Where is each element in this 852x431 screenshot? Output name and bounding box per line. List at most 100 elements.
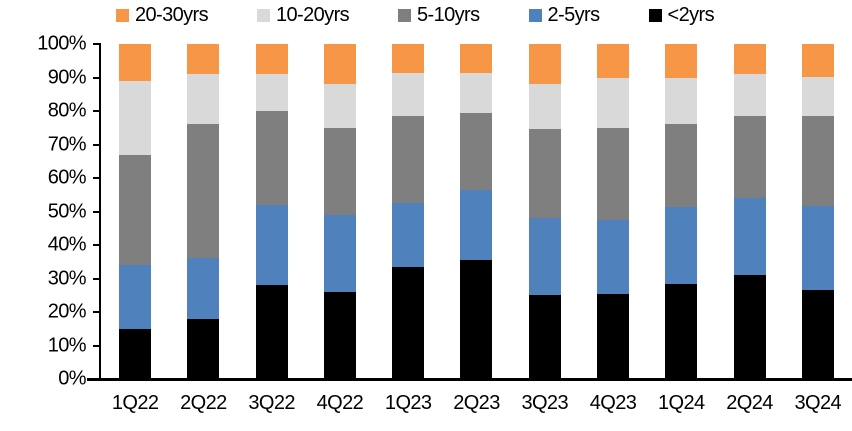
bar-4Q22 [323, 44, 356, 379]
bar-4Q23 [596, 44, 629, 379]
bar-slot [579, 44, 647, 379]
y-tick-mark [93, 43, 100, 45]
bar-segment-5-10yrs [528, 129, 561, 219]
y-tick-mark [93, 177, 100, 179]
bar-2Q24 [733, 44, 766, 379]
y-tick-label: 80% [47, 99, 87, 122]
bar-3Q24 [801, 43, 834, 379]
bar-slot [511, 44, 579, 379]
bar-segment-<2yrs [665, 283, 698, 379]
bar-segment-10-20yrs [323, 84, 356, 128]
bar-slot [101, 43, 169, 379]
legend-swatch-icon [398, 9, 412, 22]
bar-segment-20-30yrs [801, 43, 834, 78]
y-tick-mark [93, 277, 100, 280]
bar-1Q24 [665, 44, 698, 379]
y-tick-label: 100% [37, 32, 86, 55]
bar-segment-5-10yrs [801, 115, 834, 207]
x-axis-labels: 1Q22 2Q22 3Q22 4Q22 1Q23 2Q23 3Q23 4Q23 1Q24 2Q24… [101, 392, 852, 415]
bar-segment-20-30yrs [460, 44, 493, 73]
bar-segment-10-20yrs [528, 84, 561, 130]
bar-segment-10-20yrs [392, 72, 425, 117]
bar-segment-10-20yrs [733, 74, 766, 117]
bar-slot [169, 44, 237, 379]
bar-3Q22 [255, 44, 288, 379]
x-axis-line [87, 378, 852, 381]
bar-2Q23 [460, 44, 493, 379]
bar-slot [647, 44, 715, 379]
bar-segment-10-20yrs [255, 74, 288, 112]
bar-segment-10-20yrs [187, 74, 220, 125]
bar-1Q22 [119, 43, 152, 379]
bar-segment-<2yrs [596, 293, 629, 379]
bar-segment-20-30yrs [119, 43, 152, 81]
bar-segment-20-30yrs [665, 44, 698, 78]
y-tick-label: 60% [47, 166, 87, 189]
bar-segment-10-20yrs [460, 72, 493, 113]
bar-segment-2-5yrs [323, 214, 356, 292]
bar-segment-5-10yrs [255, 111, 288, 205]
legend-label: 20-30yrs [135, 4, 209, 26]
y-tick-label: 90% [47, 66, 87, 88]
bar-segment-2-5yrs [596, 219, 629, 294]
y-tick-label: 40% [47, 233, 87, 256]
bar-1Q23 [392, 44, 425, 379]
legend-label: 2-5yrs [547, 4, 601, 26]
bar-segment-<2yrs [119, 328, 152, 379]
y-tick-label: 20% [47, 300, 87, 323]
bar-segment-20-30yrs [596, 44, 629, 78]
y-tick-mark [93, 311, 100, 313]
bar-segment-20-30yrs [733, 44, 766, 75]
bar-segment-10-20yrs [801, 77, 834, 116]
legend-item: 2-5yrs [528, 4, 601, 27]
bar-segment-2-5yrs [392, 203, 425, 267]
bar-segment-<2yrs [733, 275, 766, 379]
y-axis-line [99, 43, 101, 381]
bar-slot [442, 44, 510, 379]
x-tick-label: 1Q24 [657, 392, 705, 414]
bar-segment-<2yrs [392, 266, 425, 379]
bar-segment-2-5yrs [119, 265, 152, 329]
x-tick-label: 2Q23 [453, 392, 500, 414]
y-tick-mark [93, 210, 100, 213]
bar-segment-2-5yrs [733, 198, 766, 276]
bar-slot [715, 44, 783, 379]
x-tick-label: 4Q23 [589, 392, 637, 414]
bar-segment-20-30yrs [528, 44, 561, 85]
y-tick-mark [93, 110, 100, 112]
legend-label: 10-20yrs [276, 4, 350, 26]
chart-legend: 20-30yrs 10-20yrs 5-10yrs 2-5yrs <2yrs [116, 4, 715, 27]
bar-segment-2-5yrs [665, 206, 698, 284]
bar-segment-2-5yrs [528, 218, 561, 296]
y-tick-label: 50% [47, 200, 87, 222]
y-tick-mark [93, 344, 100, 347]
y-axis: 0% 10% 20% 30% 40% 50% 60% 70% 80% 90% 100% [0, 0, 100, 431]
bar-slot [306, 44, 374, 379]
bar-segment-5-10yrs [119, 154, 152, 266]
bar-segment-20-30yrs [392, 44, 425, 73]
bar-2Q22 [187, 44, 220, 379]
x-tick-label: 3Q23 [521, 392, 568, 414]
bar-slot [374, 44, 442, 379]
bar-segment-2-5yrs [187, 258, 220, 319]
y-tick-label: 0% [58, 367, 86, 390]
y-tick-mark [93, 244, 100, 246]
legend-label: 5-10yrs [417, 4, 480, 26]
bar-segment-10-20yrs [665, 77, 698, 125]
bar-segment-5-10yrs [187, 124, 220, 259]
bar-3Q23 [528, 44, 561, 379]
x-tick-label: 4Q22 [316, 392, 364, 414]
legend-item: 20-30yrs [116, 4, 209, 27]
bar-segment-20-30yrs [187, 44, 220, 75]
legend-item: 5-10yrs [398, 4, 480, 27]
bar-segment-10-20yrs [596, 77, 629, 128]
x-tick-label: 1Q23 [384, 392, 432, 414]
legend-swatch-icon [116, 9, 129, 22]
bar-segment-5-10yrs [733, 116, 766, 199]
legend-item: 10-20yrs [257, 4, 350, 27]
legend-swatch-icon [528, 9, 542, 22]
x-tick-label: 3Q22 [248, 392, 295, 414]
bar-slot [238, 44, 306, 379]
legend-swatch-icon [648, 9, 662, 22]
